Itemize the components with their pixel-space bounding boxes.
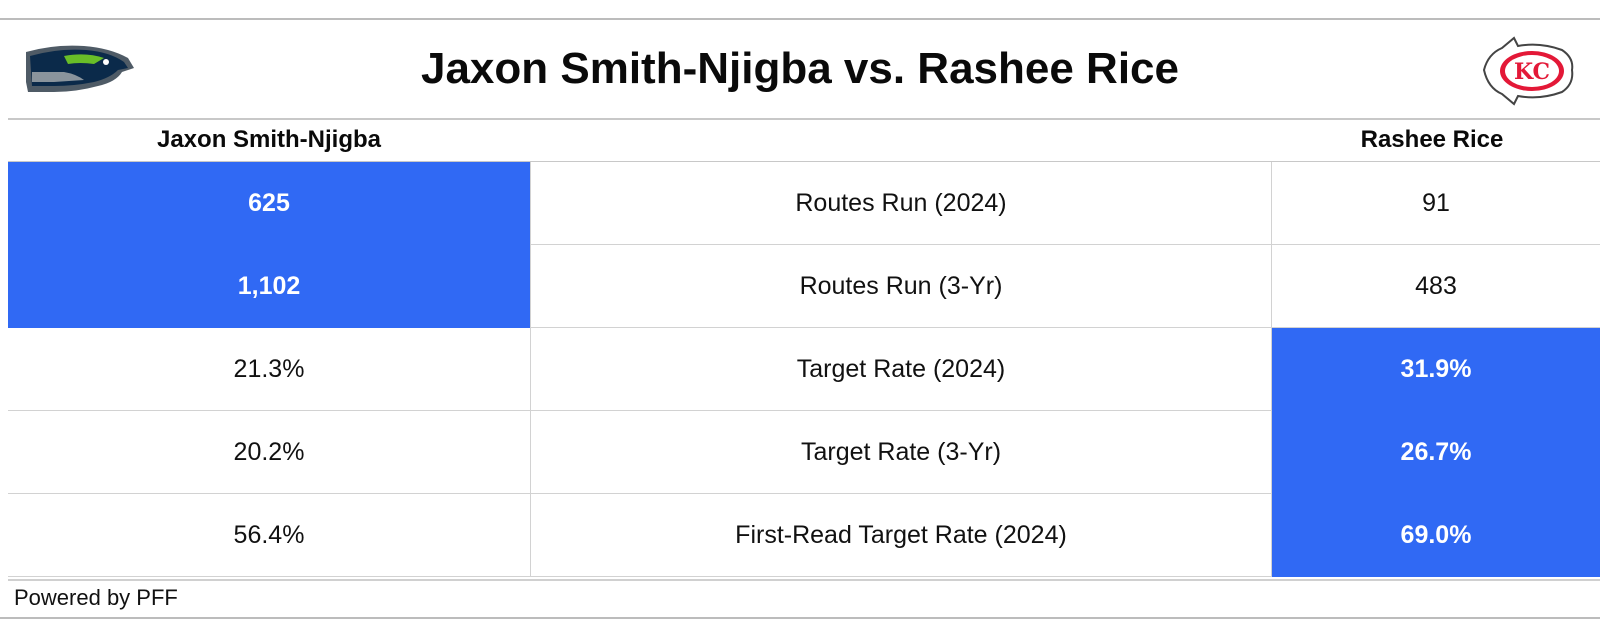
bottom-border	[0, 617, 1600, 619]
left-value: 1,102	[8, 245, 530, 328]
seahawks-logo	[26, 45, 134, 92]
page-title: Jaxon Smith-Njigba vs. Rashee Rice	[420, 44, 1180, 93]
right-value: 26.7%	[1272, 411, 1600, 494]
metric-label: Target Rate (3-Yr)	[530, 411, 1272, 494]
chiefs-logo: KC	[1482, 36, 1574, 106]
comparison-table: 625 Routes Run (2024) 91 1,102 Routes Ru…	[8, 161, 1600, 580]
table-row: 625 Routes Run (2024) 91	[8, 162, 1600, 245]
chiefs-logo-lettering: KC	[1514, 59, 1550, 85]
table-row: 1,102 Routes Run (3-Yr) 483	[8, 245, 1600, 328]
header: Jaxon Smith-Njigba vs. Rashee Rice KC	[0, 20, 1600, 118]
footer-credit: Powered by PFF	[14, 585, 178, 610]
right-value: 69.0%	[1272, 494, 1600, 577]
top-border	[0, 18, 1600, 20]
metric-label: First-Read Target Rate (2024)	[530, 494, 1272, 577]
metric-label: Target Rate (2024)	[530, 328, 1272, 411]
metric-label: Routes Run (2024)	[530, 162, 1272, 245]
left-player-header: Jaxon Smith-Njigba	[156, 126, 382, 153]
left-value: 56.4%	[233, 521, 305, 549]
left-value: 21.3%	[233, 355, 305, 383]
right-player-header: Rashee Rice	[1360, 126, 1504, 153]
footer-divider	[8, 579, 1600, 581]
right-value: 483	[1415, 272, 1457, 300]
right-value: 31.9%	[1272, 328, 1600, 411]
table-row: 21.3% Target Rate (2024) 31.9%	[8, 328, 1600, 411]
right-value: 91	[1422, 189, 1450, 217]
table-row: 56.4% First-Read Target Rate (2024) 69.0…	[8, 494, 1600, 577]
left-value: 20.2%	[233, 438, 305, 466]
metric-label: Routes Run (3-Yr)	[530, 245, 1272, 328]
left-value: 625	[8, 162, 530, 245]
header-divider	[8, 118, 1600, 120]
table-row: 20.2% Target Rate (3-Yr) 26.7%	[8, 411, 1600, 494]
